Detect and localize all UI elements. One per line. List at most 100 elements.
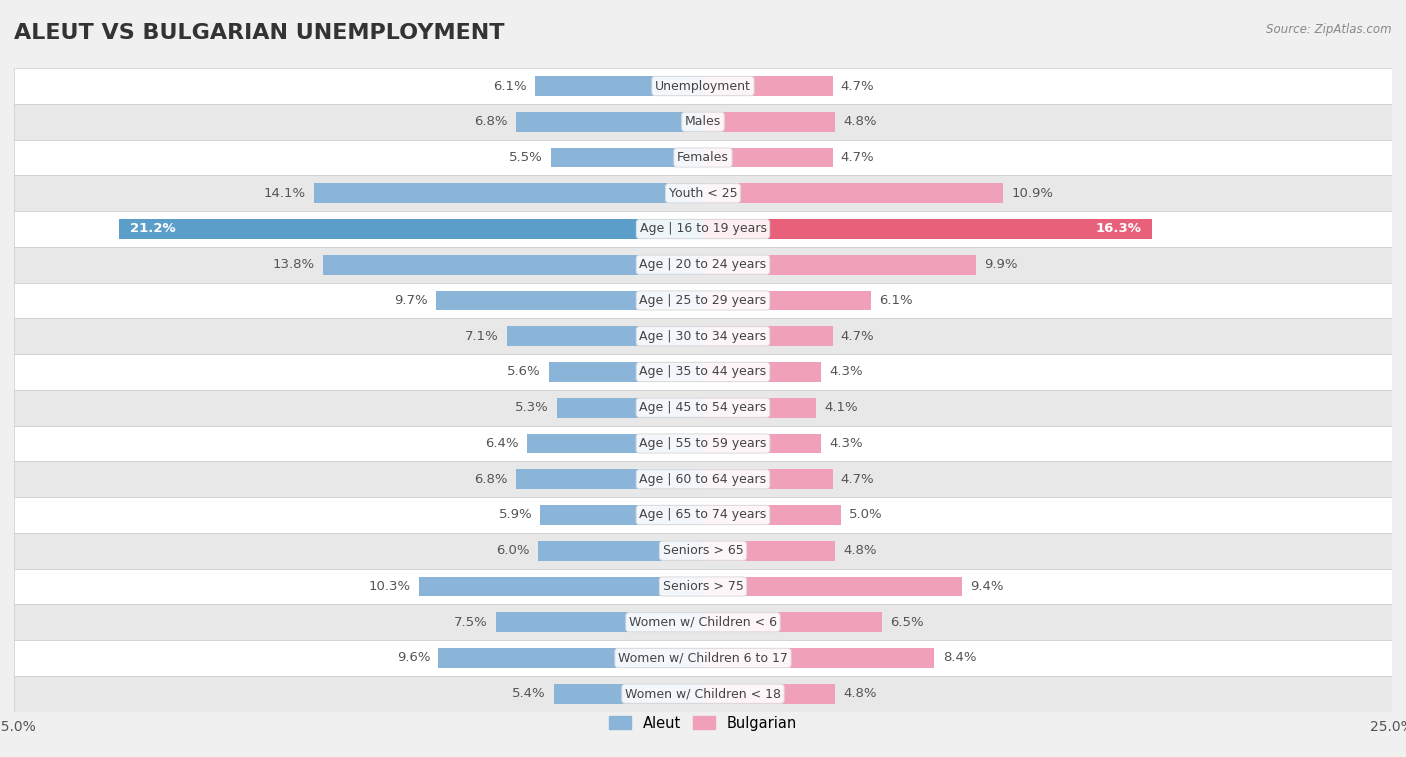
Bar xyxy=(14,497,1392,533)
Bar xyxy=(439,648,703,668)
Text: 10.9%: 10.9% xyxy=(1012,187,1053,200)
Bar xyxy=(703,434,821,453)
Text: 16.3%: 16.3% xyxy=(1095,223,1142,235)
Bar xyxy=(703,76,832,96)
Bar xyxy=(14,461,1392,497)
Text: 6.4%: 6.4% xyxy=(485,437,519,450)
Bar xyxy=(537,541,703,560)
Bar xyxy=(703,648,935,668)
Text: 8.4%: 8.4% xyxy=(943,652,976,665)
Bar xyxy=(14,604,1392,640)
Text: 9.9%: 9.9% xyxy=(984,258,1018,271)
Bar xyxy=(703,183,1004,203)
Bar xyxy=(516,112,703,132)
Bar xyxy=(14,68,1392,104)
Text: 4.1%: 4.1% xyxy=(824,401,858,414)
Text: Age | 55 to 59 years: Age | 55 to 59 years xyxy=(640,437,766,450)
Text: 13.8%: 13.8% xyxy=(273,258,315,271)
Bar xyxy=(14,247,1392,282)
Bar xyxy=(703,612,882,632)
Bar xyxy=(703,255,976,275)
Bar xyxy=(516,469,703,489)
Text: 5.6%: 5.6% xyxy=(506,366,540,378)
Text: 5.3%: 5.3% xyxy=(515,401,548,414)
Text: Age | 65 to 74 years: Age | 65 to 74 years xyxy=(640,509,766,522)
Text: 10.3%: 10.3% xyxy=(368,580,411,593)
Text: 5.4%: 5.4% xyxy=(512,687,546,700)
Bar xyxy=(703,148,832,167)
Bar xyxy=(14,425,1392,461)
Bar xyxy=(551,148,703,167)
Text: Age | 16 to 19 years: Age | 16 to 19 years xyxy=(640,223,766,235)
Text: Males: Males xyxy=(685,115,721,128)
Bar xyxy=(554,684,703,703)
Bar xyxy=(703,541,835,560)
Text: Unemployment: Unemployment xyxy=(655,79,751,92)
Bar xyxy=(703,326,832,346)
Text: 5.5%: 5.5% xyxy=(509,151,543,164)
Bar xyxy=(14,569,1392,604)
Text: 9.6%: 9.6% xyxy=(396,652,430,665)
Text: Age | 30 to 34 years: Age | 30 to 34 years xyxy=(640,330,766,343)
Bar xyxy=(703,577,962,597)
Text: Age | 35 to 44 years: Age | 35 to 44 years xyxy=(640,366,766,378)
Text: 7.5%: 7.5% xyxy=(454,615,488,629)
Text: 7.1%: 7.1% xyxy=(465,330,499,343)
Text: 4.3%: 4.3% xyxy=(830,437,863,450)
Bar xyxy=(703,684,835,703)
Text: 4.3%: 4.3% xyxy=(830,366,863,378)
Text: 14.1%: 14.1% xyxy=(264,187,307,200)
Legend: Aleut, Bulgarian: Aleut, Bulgarian xyxy=(603,710,803,737)
Text: 21.2%: 21.2% xyxy=(129,223,176,235)
Bar xyxy=(14,176,1392,211)
Bar xyxy=(436,291,703,310)
Text: 4.7%: 4.7% xyxy=(841,472,875,486)
Text: Source: ZipAtlas.com: Source: ZipAtlas.com xyxy=(1267,23,1392,36)
Text: 6.8%: 6.8% xyxy=(474,472,508,486)
Text: 6.8%: 6.8% xyxy=(474,115,508,128)
Bar xyxy=(14,319,1392,354)
Bar xyxy=(14,282,1392,319)
Text: 4.7%: 4.7% xyxy=(841,151,875,164)
Bar xyxy=(703,220,1152,238)
Text: 4.8%: 4.8% xyxy=(844,687,877,700)
Bar xyxy=(527,434,703,453)
Text: 6.5%: 6.5% xyxy=(890,615,924,629)
Bar xyxy=(540,505,703,525)
Bar xyxy=(703,362,821,382)
Text: 5.0%: 5.0% xyxy=(849,509,883,522)
Bar xyxy=(323,255,703,275)
Bar xyxy=(14,211,1392,247)
Text: 6.1%: 6.1% xyxy=(494,79,527,92)
Bar xyxy=(14,676,1392,712)
Text: 4.8%: 4.8% xyxy=(844,115,877,128)
Text: Women w/ Children < 6: Women w/ Children < 6 xyxy=(628,615,778,629)
Bar xyxy=(14,640,1392,676)
Bar xyxy=(508,326,703,346)
Text: 4.8%: 4.8% xyxy=(844,544,877,557)
Text: Youth < 25: Youth < 25 xyxy=(669,187,737,200)
Text: 5.9%: 5.9% xyxy=(499,509,531,522)
Bar xyxy=(118,220,703,238)
Bar xyxy=(14,139,1392,176)
Bar xyxy=(419,577,703,597)
Bar xyxy=(14,354,1392,390)
Text: Seniors > 65: Seniors > 65 xyxy=(662,544,744,557)
Bar xyxy=(315,183,703,203)
Text: ALEUT VS BULGARIAN UNEMPLOYMENT: ALEUT VS BULGARIAN UNEMPLOYMENT xyxy=(14,23,505,42)
Text: Women w/ Children < 18: Women w/ Children < 18 xyxy=(626,687,780,700)
Bar xyxy=(703,469,832,489)
Text: 9.4%: 9.4% xyxy=(970,580,1004,593)
Text: Age | 20 to 24 years: Age | 20 to 24 years xyxy=(640,258,766,271)
Text: 6.1%: 6.1% xyxy=(879,294,912,307)
Bar xyxy=(703,112,835,132)
Bar xyxy=(703,505,841,525)
Text: Females: Females xyxy=(678,151,728,164)
Text: 6.0%: 6.0% xyxy=(496,544,530,557)
Bar xyxy=(14,390,1392,425)
Text: Seniors > 75: Seniors > 75 xyxy=(662,580,744,593)
Bar xyxy=(703,398,815,418)
Bar xyxy=(14,533,1392,569)
Text: Women w/ Children 6 to 17: Women w/ Children 6 to 17 xyxy=(619,652,787,665)
Text: 4.7%: 4.7% xyxy=(841,330,875,343)
